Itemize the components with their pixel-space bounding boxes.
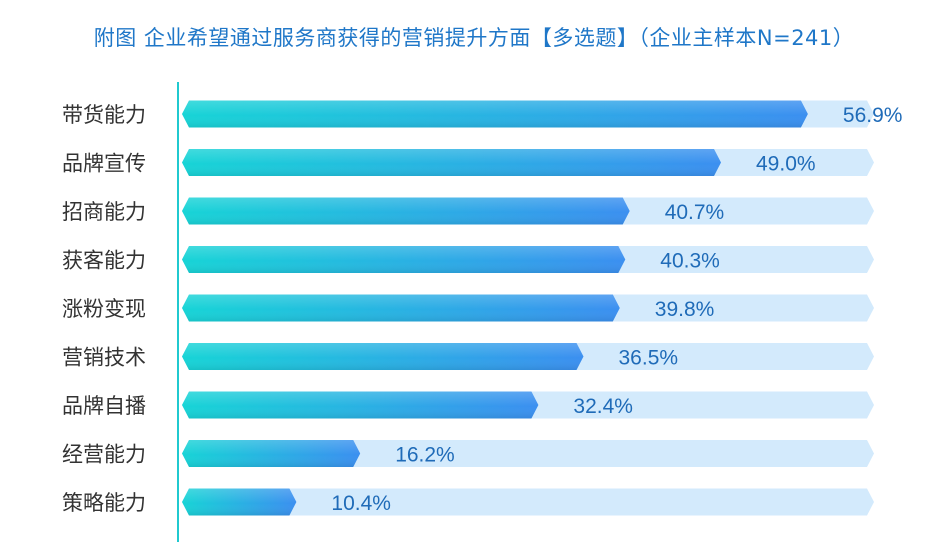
bar-shading	[182, 246, 626, 273]
bar-track	[182, 488, 874, 516]
category-label: 营销技术	[62, 346, 146, 370]
bar-shading	[182, 343, 584, 370]
category-label: 品牌宣传	[62, 152, 146, 176]
data-label: 56.9%	[843, 104, 903, 127]
bar-shading	[182, 488, 297, 516]
category-label: 策略能力	[62, 491, 146, 515]
bar-shading	[182, 391, 539, 419]
category-label: 涨粉变现	[62, 297, 146, 321]
data-label: 16.2%	[395, 444, 455, 467]
category-label: 经营能力	[62, 443, 146, 467]
data-label: 40.7%	[665, 201, 725, 224]
bar-shading	[182, 100, 808, 128]
bar-shading	[182, 440, 361, 467]
category-label: 品牌自播	[62, 394, 146, 418]
bar-shading	[182, 149, 721, 176]
data-label: 36.5%	[619, 347, 679, 370]
data-label: 49.0%	[756, 153, 816, 176]
category-label: 获客能力	[62, 249, 146, 273]
data-label: 39.8%	[655, 298, 715, 321]
data-label: 10.4%	[331, 492, 391, 515]
chart-title: 附图 企业希望通过服务商获得的营销提升方面【多选题】（企业主样本N=241）	[93, 26, 855, 50]
category-label: 带货能力	[62, 103, 146, 127]
bar-shading	[182, 294, 620, 322]
category-label: 招商能力	[62, 200, 146, 224]
data-label: 40.3%	[660, 250, 720, 273]
bar-shading	[182, 197, 630, 225]
data-label: 32.4%	[573, 395, 633, 418]
